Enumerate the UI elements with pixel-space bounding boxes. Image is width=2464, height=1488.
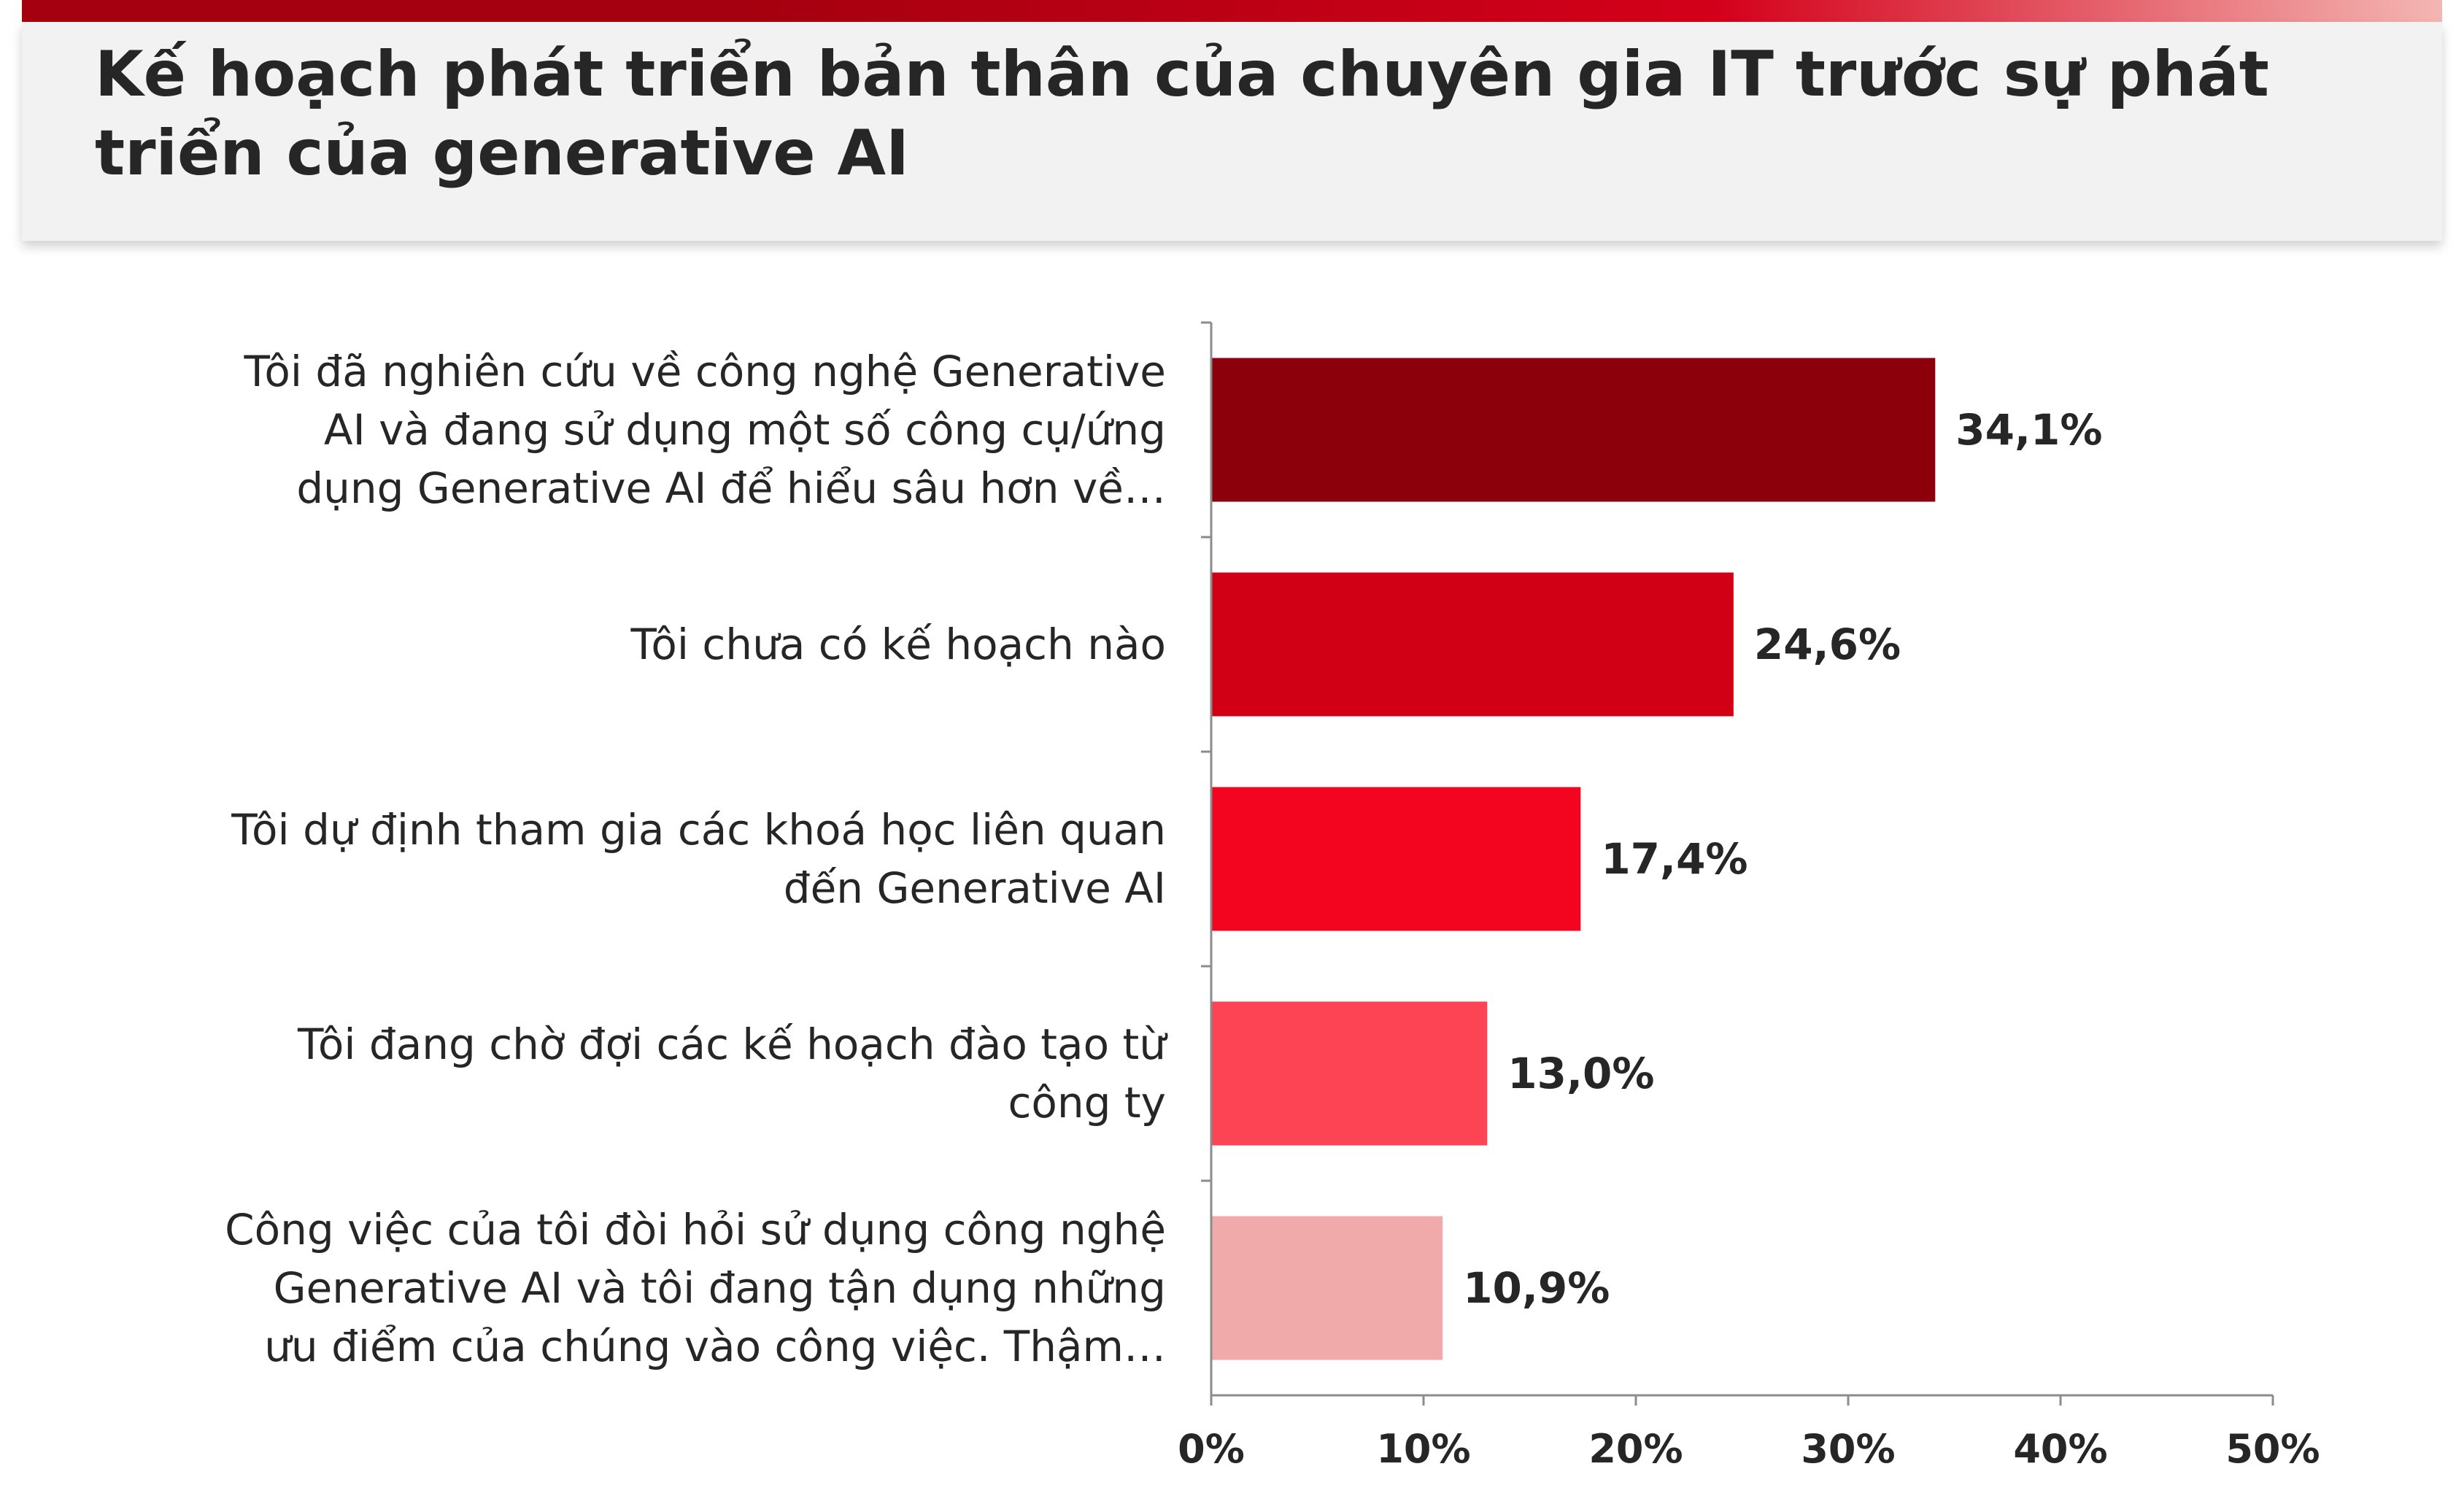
value-label-1: 34,1% (1955, 405, 2102, 455)
bar-1 (1211, 358, 1936, 502)
category-label-line: dụng Generative AI để hiểu sâu hơn về… (296, 463, 1166, 513)
category-label-5: Công việc của tôi đòi hỏi sử dụng công n… (225, 1205, 1166, 1371)
bar-5 (1211, 1216, 1443, 1360)
header-panel (22, 22, 2442, 241)
bar-4 (1211, 1001, 1488, 1146)
x-tick-label-1: 0% (1178, 1426, 1245, 1472)
category-label-line: ưu điểm của chúng vào công việc. Thậm… (264, 1322, 1166, 1371)
bar-chart: 34,1% Tôi đã nghiên cứu về công nghệ Gene… (225, 321, 2320, 1472)
page-title: Kế hoạch phát triển bản thân của chuyên … (95, 38, 2269, 190)
x-tick-label-6: 50% (2225, 1426, 2320, 1472)
category-label-line: Tôi dự định tham gia các khoá học liên q… (231, 805, 1166, 855)
category-label-line: đến Generative AI (784, 863, 1166, 913)
axes-group (1201, 321, 2274, 1406)
x-tick-label-2: 10% (1376, 1426, 1470, 1472)
value-label-5: 10,9% (1463, 1263, 1610, 1313)
category-label-line: Tôi đang chờ đợi các kế hoạch đào tạo từ (297, 1019, 1168, 1069)
category-label-3: Tôi dự định tham gia các khoá học liên q… (231, 805, 1166, 913)
category-label-line: Tôi chưa có kế hoạch nào (630, 620, 1166, 669)
category-label-line: Generative AI và tôi đang tận dụng những (274, 1263, 1166, 1313)
x-tick-label-5: 40% (2013, 1426, 2107, 1472)
category-label-line: AI và đang sử dụng một số công cụ/ứng (324, 405, 1166, 455)
bar-3 (1211, 787, 1581, 931)
category-label-line: công ty (1008, 1078, 1166, 1127)
bars-group (1211, 358, 1936, 1360)
category-label-1: Tôi đã nghiên cứu về công nghệ Generativ… (244, 347, 1166, 513)
category-label-2: Tôi chưa có kế hoạch nào (630, 620, 1166, 669)
x-tick-label-4: 30% (1801, 1426, 1895, 1472)
x-tick-label-3: 20% (1588, 1426, 1683, 1472)
bar-2 (1211, 572, 1734, 717)
labels-group: 34,1% Tôi đã nghiên cứu về công nghệ Gene… (225, 347, 2320, 1472)
top-accent-bar (22, 0, 2442, 22)
category-label-line: Tôi đã nghiên cứu về công nghệ Generativ… (244, 347, 1166, 396)
category-label-4: Tôi đang chờ đợi các kế hoạch đào tạo từ… (297, 1019, 1168, 1127)
category-label-line: Công việc của tôi đòi hỏi sử dụng công n… (225, 1205, 1166, 1254)
value-label-3: 17,4% (1601, 834, 1747, 884)
value-label-4: 13,0% (1507, 1049, 1654, 1098)
value-label-2: 24,6% (1754, 620, 1901, 669)
